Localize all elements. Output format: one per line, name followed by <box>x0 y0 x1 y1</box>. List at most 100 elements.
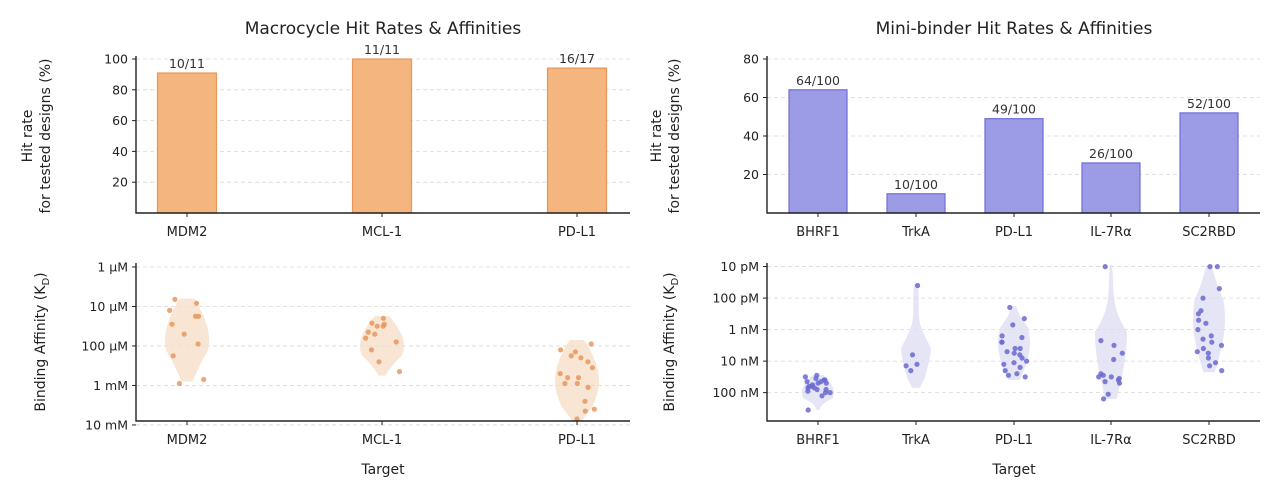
data-point <box>1002 368 1008 374</box>
data-point <box>908 368 914 374</box>
ytick-label: 10 nM <box>720 354 759 369</box>
ytick-label: 20 <box>743 167 759 182</box>
data-point <box>369 320 375 326</box>
xtick-label: BHRF1 <box>796 225 839 240</box>
mini-affinity-ylabel: Binding Affinity (KD) <box>662 272 681 411</box>
data-point <box>1005 372 1012 378</box>
xtick-label: TrkA <box>901 433 930 448</box>
data-point <box>1007 304 1013 311</box>
data-point <box>578 355 584 361</box>
ytick-label: 1 μM <box>97 259 128 274</box>
xtick-label: PD-L1 <box>558 433 596 448</box>
violin <box>1095 265 1127 399</box>
data-point <box>1214 264 1220 270</box>
data-point <box>195 313 202 319</box>
data-point <box>1017 364 1023 370</box>
data-point <box>1116 380 1123 386</box>
data-point <box>819 393 825 399</box>
data-point <box>582 398 588 404</box>
data-point <box>1205 355 1211 361</box>
bar <box>1081 162 1141 214</box>
minibinder-hitrate-chart: 20 40 60 80 64/100 BHRF1 10/100 TrkA 49/100 PD-L1… <box>743 52 1260 240</box>
data-point <box>1001 361 1007 367</box>
xtick-label: PD-L1 <box>995 225 1033 240</box>
violin <box>998 305 1030 381</box>
data-point <box>1203 320 1209 326</box>
data-point <box>818 379 824 385</box>
macrocycle-affinity-chart: 1 μM 10 μM 100 μM 1 mM 10 mM MDM2 MCL-1 PD-L1 <box>81 259 630 448</box>
bar-data-label: 11/11 <box>364 42 400 57</box>
data-point <box>1014 371 1020 377</box>
data-point <box>1098 371 1104 377</box>
data-point <box>172 296 178 302</box>
data-point <box>181 331 187 337</box>
violin <box>165 298 209 382</box>
data-point <box>1022 374 1028 380</box>
data-point <box>585 359 591 365</box>
data-point <box>1108 374 1114 380</box>
data-point <box>195 341 201 347</box>
macrocycle-hitrate-chart: 20 40 60 80 100 10/11 MDM2 11/11 MCL-1 16/17 PD-L1 <box>104 42 630 240</box>
data-point <box>805 388 811 394</box>
bar-data-label: 26/100 <box>1089 146 1133 161</box>
data-point <box>575 375 582 381</box>
data-point <box>914 361 920 367</box>
data-point <box>1195 311 1201 317</box>
bar-data-label: 10/100 <box>894 177 938 192</box>
xtick-label: IL-7Rα <box>1090 225 1131 240</box>
data-point <box>903 363 909 369</box>
xtick-label: SC2RBD <box>1182 225 1236 240</box>
data-point <box>380 323 386 329</box>
data-point <box>1105 391 1111 397</box>
axis-lines <box>135 56 630 214</box>
mini-hitrate-ylabel-line2: for tested designs (%) <box>667 59 683 214</box>
data-point <box>365 329 371 335</box>
data-point <box>1219 368 1225 374</box>
data-point <box>999 339 1005 345</box>
data-point <box>1024 358 1030 364</box>
data-point <box>909 352 916 358</box>
data-point <box>194 300 200 306</box>
ytick-label: 10 mM <box>85 417 128 432</box>
ytick-label: 10 pM <box>720 259 759 274</box>
data-point <box>827 390 833 396</box>
ytick-label: 100 pM <box>712 291 759 306</box>
data-point <box>1200 336 1206 342</box>
minibinder-panel-title: Mini-binder Hit Rates & Affinities <box>876 19 1153 39</box>
data-point <box>1102 264 1108 270</box>
data-point <box>999 333 1005 339</box>
data-point <box>822 377 828 383</box>
data-point <box>368 347 375 353</box>
bar-data-label: 16/17 <box>559 51 595 66</box>
data-point <box>1101 396 1107 402</box>
data-point <box>1212 360 1219 366</box>
ytick-label: 100 nM <box>712 385 759 400</box>
data-point <box>582 408 588 414</box>
data-point <box>1194 349 1200 355</box>
data-point <box>176 380 182 387</box>
data-point <box>1200 345 1206 352</box>
macrocycle-panel-title: Macrocycle Hit Rates & Affinities <box>245 19 522 39</box>
ytick-label: 60 <box>743 90 759 105</box>
xtick-label: MCL-1 <box>362 225 402 240</box>
data-point <box>1218 342 1225 348</box>
data-point <box>805 407 811 413</box>
ytick-label: 100 <box>104 52 128 67</box>
data-point <box>558 347 564 353</box>
data-point <box>372 331 378 337</box>
axis-lines <box>135 263 630 422</box>
data-point <box>363 335 369 341</box>
data-point <box>589 365 596 371</box>
bar <box>984 118 1044 214</box>
data-point <box>585 384 591 390</box>
data-point <box>568 353 574 359</box>
ytick-label: 80 <box>112 82 128 97</box>
data-point <box>1216 286 1222 292</box>
bar <box>886 193 946 214</box>
bar-data-label: 52/100 <box>1187 96 1231 111</box>
macro-hitrate-ylabel-line1: Hit rate <box>20 110 36 163</box>
data-point <box>572 349 579 355</box>
macro-hitrate-ylabel-line2: for tested designs (%) <box>38 59 54 214</box>
bar-data-label: 64/100 <box>796 73 840 88</box>
data-point <box>822 390 829 396</box>
